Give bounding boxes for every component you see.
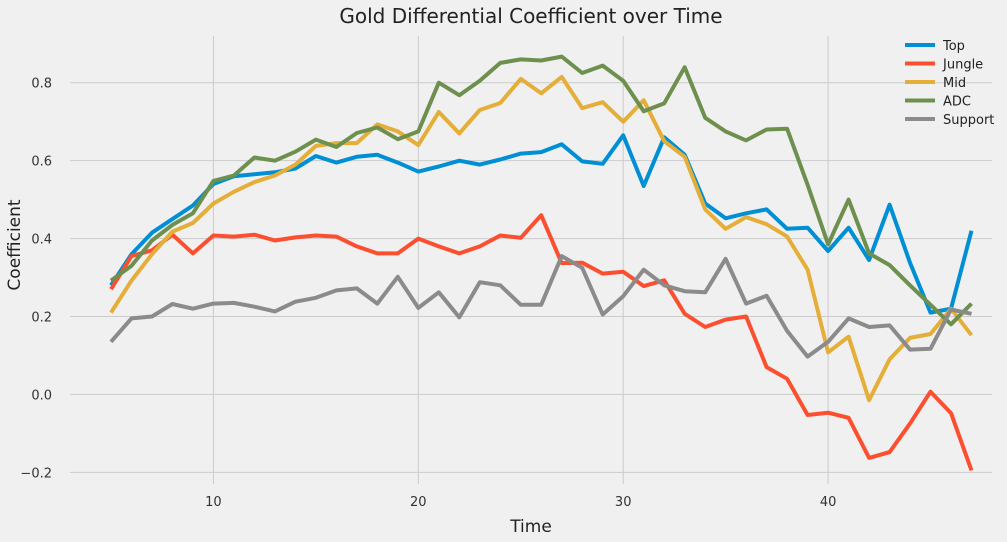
legend-label: Support (943, 113, 994, 128)
chart-title: Gold Differential Coefficient over Time (339, 4, 722, 28)
y-tick-label: 0.2 (31, 310, 52, 325)
series-line-mid (109, 74, 974, 403)
legend-label: Jungle (942, 58, 983, 73)
legend-label: ADC (943, 95, 971, 110)
y-tick-label: 0.4 (31, 233, 52, 248)
grid (70, 36, 992, 484)
x-tick-label: 20 (410, 495, 427, 510)
axis-ticks: 10 20 30 40 −0.2 0.0 0.2 0.4 0.6 0.8 (20, 77, 836, 510)
y-tick-label: 0.8 (31, 77, 52, 92)
legend-label: Mid (943, 76, 966, 91)
y-axis-label: Coefficient (5, 199, 25, 290)
x-tick-label: 30 (615, 495, 632, 510)
series-line-jungle (109, 213, 974, 472)
series-line-support (109, 254, 972, 359)
y-tick-label: 0.6 (31, 155, 52, 170)
series-line-adc (109, 54, 973, 327)
series-line-top (109, 133, 974, 315)
x-axis-label: Time (509, 517, 552, 537)
x-tick-label: 10 (205, 495, 222, 510)
x-tick-label: 40 (820, 495, 837, 510)
legend: Top Jungle Mid ADC Support (905, 39, 994, 128)
y-tick-label: −0.2 (20, 466, 52, 481)
legend-label: Top (942, 39, 965, 54)
y-tick-label: 0.0 (31, 388, 52, 403)
series-lines (109, 54, 974, 472)
